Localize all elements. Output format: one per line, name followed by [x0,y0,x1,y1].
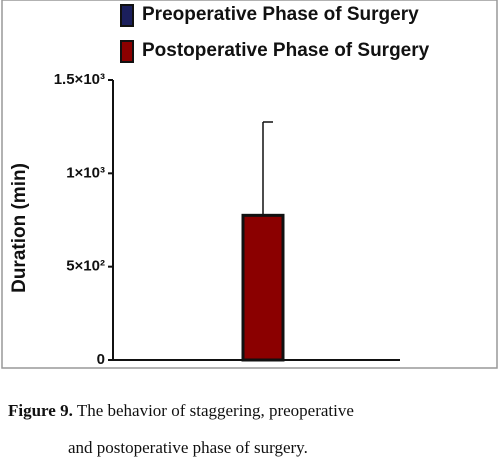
legend-swatch [120,40,134,63]
legend-label: Preoperative Phase of Surgery [142,4,419,25]
y-tick-label: 0 [97,351,105,368]
caption-text: The behavior of staggering, preoperative [77,401,354,420]
y-tick-label: 1.5×10³ [54,71,105,88]
legend-label: Postoperative Phase of Surgery [142,40,430,61]
y-tick-label: 5×10² [66,258,105,275]
legend-swatch [120,4,134,27]
y-tick-label: 1×10³ [66,164,105,181]
caption-line: and postoperative phase of surgery. [68,438,308,457]
caption-line: Figure 9. The behavior of staggering, pr… [8,401,354,420]
caption-label: Figure 9. [8,401,73,420]
y-axis-label: Duration (min) [9,163,30,293]
bar [241,213,285,362]
